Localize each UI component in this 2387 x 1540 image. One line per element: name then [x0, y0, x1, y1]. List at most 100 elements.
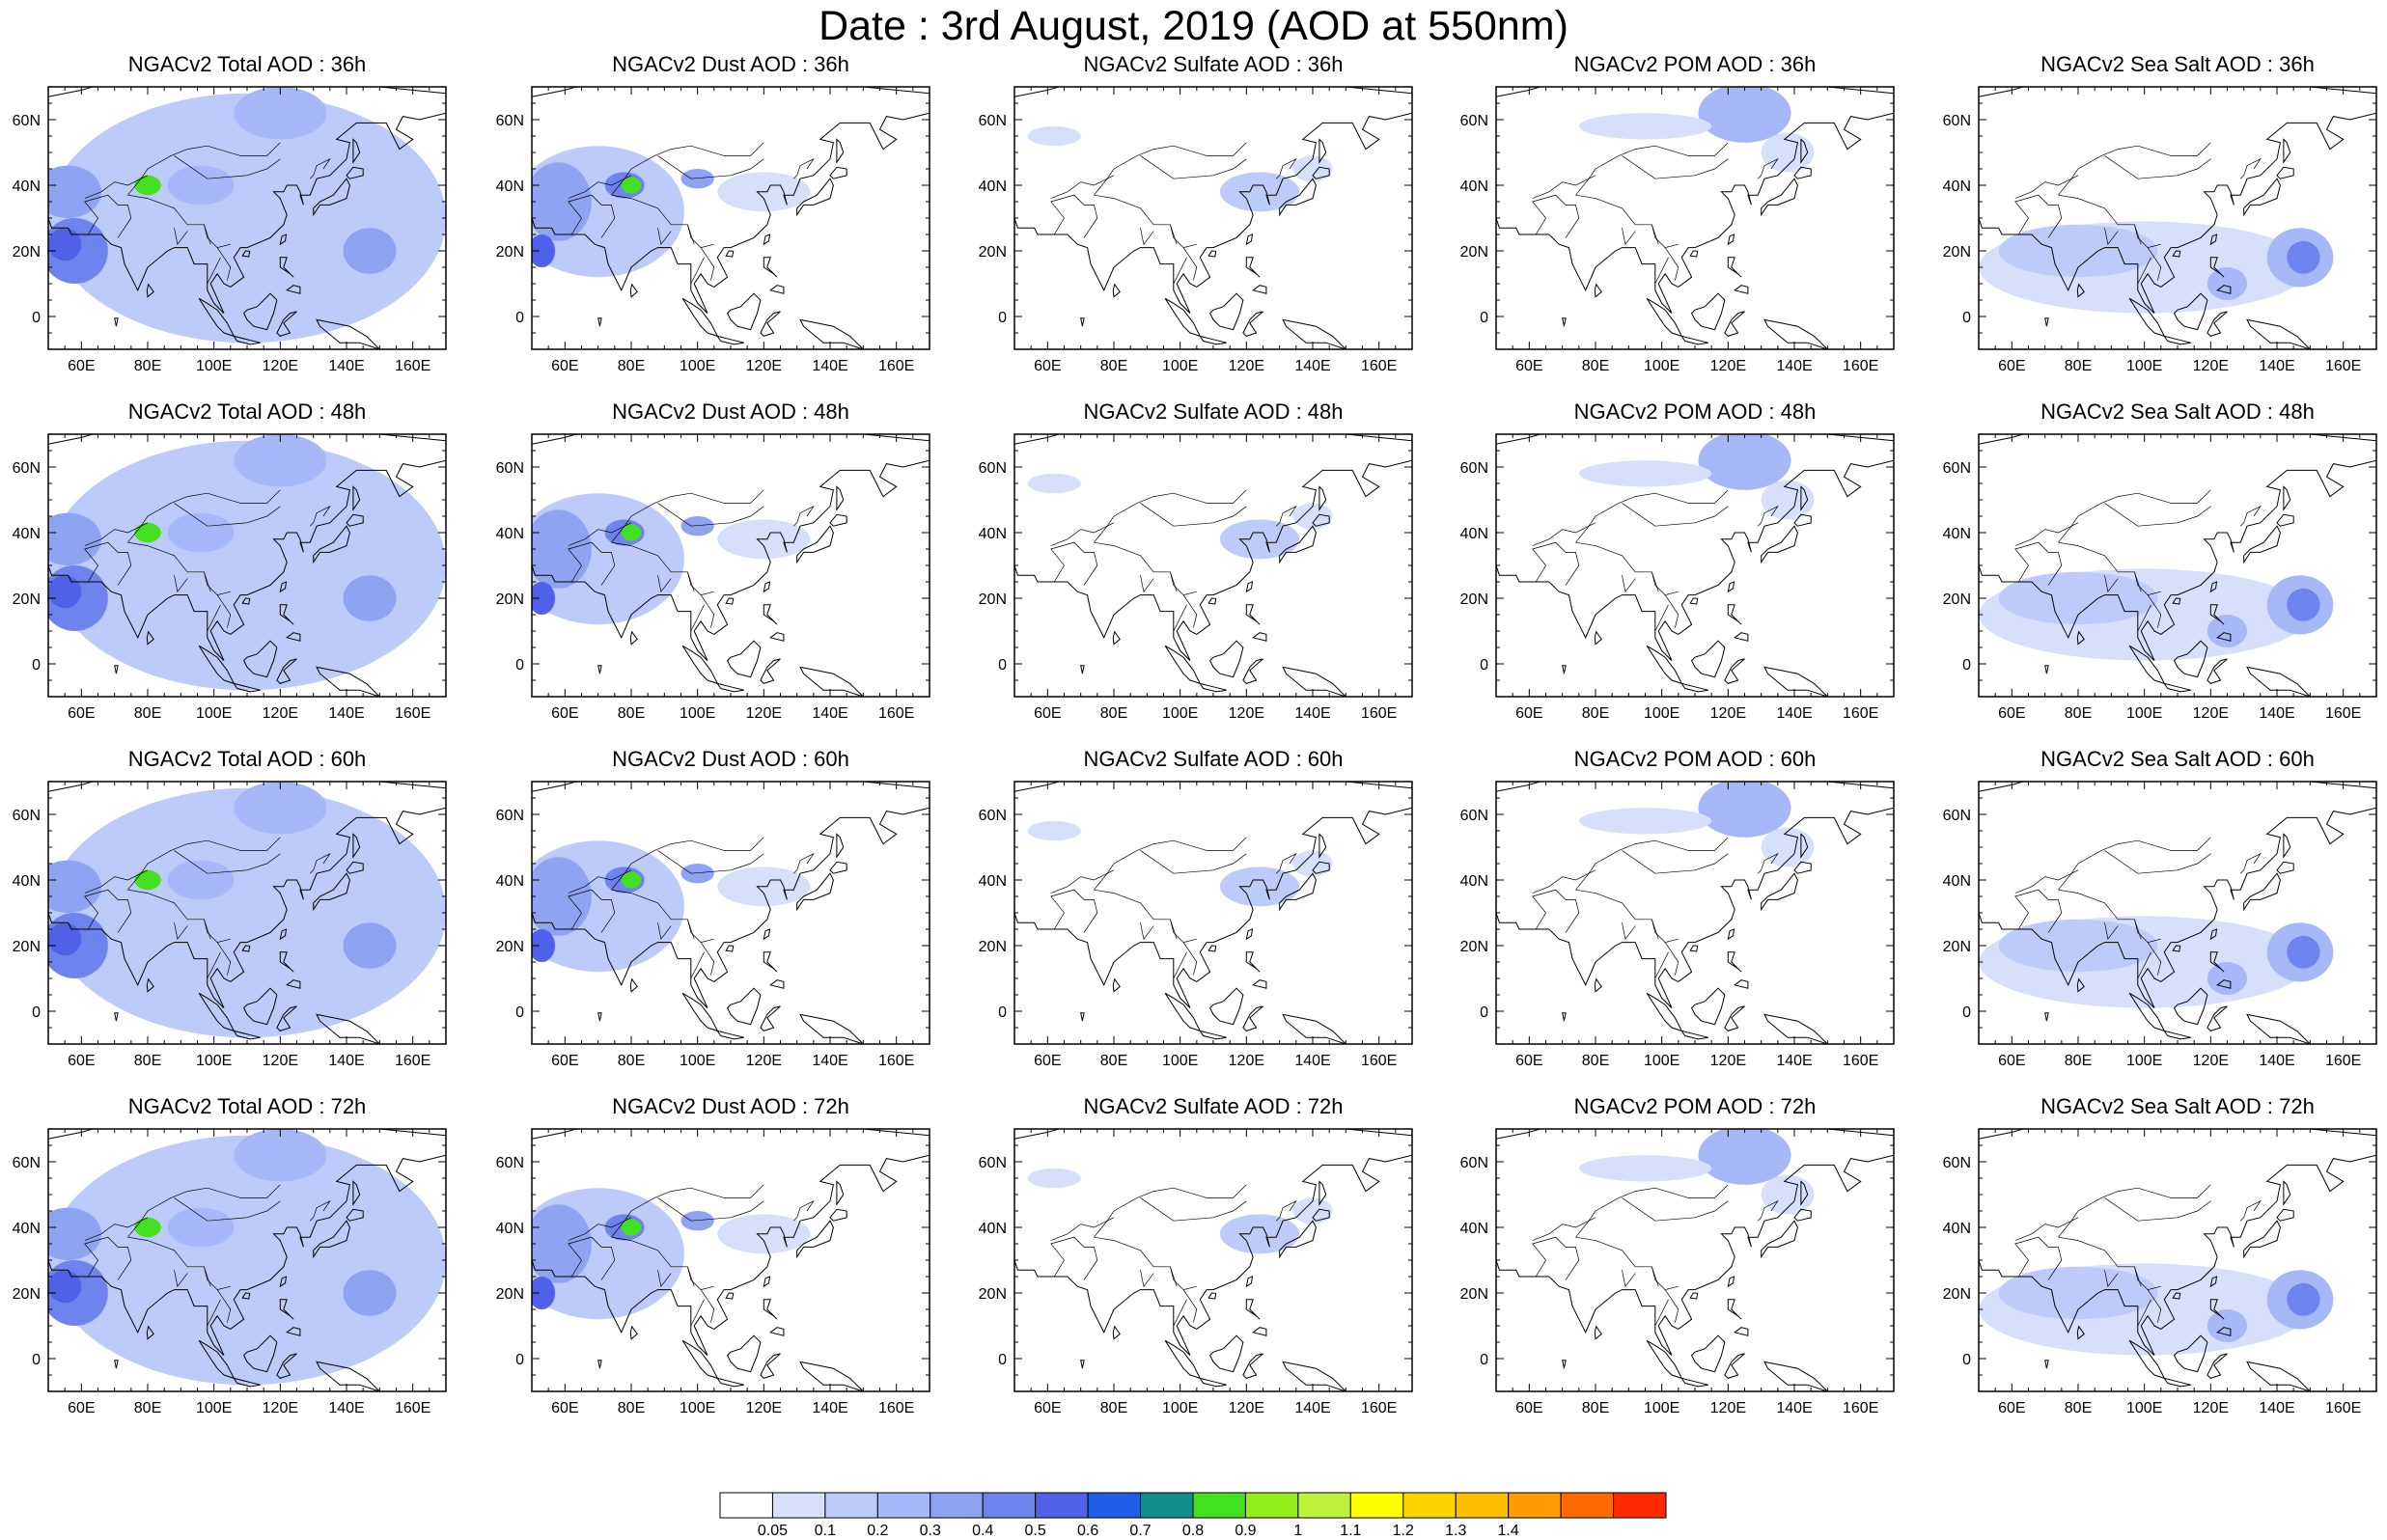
lon-tick-label: 100E — [1644, 1053, 1679, 1069]
colorbar-label: 0.7 — [1129, 1523, 1151, 1537]
lat-tick-label: 40N — [1943, 179, 1971, 195]
lon-tick-label: 60E — [68, 1400, 95, 1416]
panel-title: NGACv2 Sea Salt AOD : 36h — [2040, 52, 2315, 76]
aod-field — [1027, 125, 1333, 212]
lon-tick-label: 100E — [1162, 358, 1198, 374]
aod-field — [1979, 916, 2334, 1008]
coastlines — [1496, 434, 1894, 697]
lon-tick-label: 120E — [2193, 1053, 2229, 1069]
colorbar-label: 0.6 — [1077, 1523, 1098, 1537]
lon-tick-label: 100E — [2126, 705, 2162, 722]
coastlines — [1979, 782, 2376, 1044]
lat-tick-label: 40N — [979, 1221, 1007, 1237]
colorbar-swatch — [1613, 1492, 1667, 1519]
coastlines — [1014, 1129, 1412, 1391]
lat-tick-label: 40N — [1460, 179, 1488, 195]
lon-tick-label: 140E — [1776, 705, 1812, 722]
lon-tick-label: 140E — [328, 1400, 364, 1416]
lon-tick-label: 60E — [68, 1053, 95, 1069]
figure-title: Date : 3rd August, 2019 (AOD at 550nm) — [819, 3, 1568, 49]
map-panel: NGACv2 Sea Salt AOD : 48h 60E 80E 100E 120E 1… — [1930, 399, 2384, 722]
panel-title: NGACv2 Sulfate AOD : 48h — [1083, 399, 1344, 424]
lat-tick-label: 0 — [32, 1004, 41, 1021]
lat-tick-label: 60N — [1460, 1155, 1488, 1171]
lon-tick-label: 140E — [812, 705, 847, 722]
lon-tick-label: 120E — [2193, 1400, 2229, 1416]
aod-field — [532, 146, 811, 278]
lat-tick-label: 60N — [13, 1155, 41, 1171]
map-panel: NGACv2 POM AOD : 48h 60E 80E 100E 120E 140E 16… — [1448, 399, 1901, 722]
lat-tick-label: 60N — [1943, 113, 1971, 129]
aod-map: 60E 80E 100E 120E 140E 160E 60N 40N 20N 0 — [1460, 1128, 1895, 1416]
colorbar-label: 0.3 — [920, 1523, 941, 1537]
coastlines — [1014, 782, 1412, 1044]
map-panel: NGACv2 Total AOD : 36h 60E 80E 100E 120E 140E… — [0, 52, 454, 374]
lon-tick-label: 160E — [1843, 358, 1878, 374]
lon-tick-label: 80E — [1582, 1053, 1609, 1069]
colorbar-swatch — [982, 1492, 1037, 1519]
lon-tick-label: 120E — [1710, 358, 1746, 374]
lon-tick-label: 100E — [196, 358, 232, 374]
lat-tick-label: 0 — [1962, 657, 1971, 674]
map-panel: NGACv2 Dust AOD : 72h 60E 80E 100E 120E 140E 1… — [484, 1094, 937, 1416]
lon-tick-label: 160E — [878, 705, 914, 722]
lon-tick-label: 60E — [1034, 1053, 1061, 1069]
lon-tick-label: 120E — [1710, 1053, 1746, 1069]
lon-tick-label: 100E — [196, 1400, 232, 1416]
lon-tick-label: 100E — [1162, 1053, 1198, 1069]
lon-tick-label: 80E — [2065, 1053, 2092, 1069]
lat-tick-label: 0 — [32, 1352, 41, 1368]
lon-tick-label: 140E — [2259, 1400, 2294, 1416]
lon-tick-label: 160E — [1843, 1400, 1878, 1416]
lon-tick-label: 100E — [2126, 1053, 2162, 1069]
lat-tick-label: 60N — [979, 1155, 1007, 1171]
aod-field — [1027, 1168, 1333, 1254]
lon-tick-label: 100E — [680, 705, 715, 722]
lon-tick-label: 80E — [1100, 1053, 1127, 1069]
lat-tick-label: 40N — [496, 179, 524, 195]
lat-tick-label: 20N — [979, 939, 1007, 955]
lon-tick-label: 100E — [1162, 705, 1198, 722]
colorbar-label: 1.3 — [1445, 1523, 1466, 1537]
colorbar-swatch — [1140, 1492, 1194, 1519]
lat-tick-label: 40N — [496, 873, 524, 890]
lon-tick-label: 160E — [1361, 705, 1397, 722]
map-panel: NGACv2 Sulfate AOD : 60h 60E 80E 100E 120E 14… — [966, 747, 1420, 1069]
lon-tick-label: 80E — [134, 358, 161, 374]
lat-tick-label: 20N — [979, 244, 1007, 261]
colorbar-label: 1.2 — [1393, 1523, 1414, 1537]
lon-tick-label: 80E — [618, 705, 645, 722]
coastlines — [1496, 1129, 1894, 1391]
lat-tick-label: 60N — [979, 808, 1007, 824]
map-panel: NGACv2 Sea Salt AOD : 72h 60E 80E 100E 120E 1… — [1930, 1094, 2384, 1416]
panel-title: NGACv2 Total AOD : 72h — [127, 1094, 367, 1118]
lon-tick-label: 160E — [2325, 1400, 2361, 1416]
lat-tick-label: 40N — [1460, 873, 1488, 890]
lon-tick-label: 120E — [263, 1053, 298, 1069]
aod-field — [48, 434, 446, 691]
lon-tick-label: 140E — [328, 358, 364, 374]
lon-tick-label: 160E — [2325, 705, 2361, 722]
lon-tick-label: 60E — [68, 705, 95, 722]
lon-tick-label: 120E — [1229, 705, 1264, 722]
lat-tick-label: 60N — [1460, 113, 1488, 129]
lat-tick-label: 60N — [496, 460, 524, 477]
lon-tick-label: 140E — [1294, 1053, 1330, 1069]
lat-tick-label: 40N — [979, 526, 1007, 542]
lat-tick-label: 20N — [1460, 1286, 1488, 1303]
lon-tick-label: 60E — [551, 358, 578, 374]
lon-tick-label: 120E — [1229, 1400, 1264, 1416]
aod-map: 60E 80E 100E 120E 140E 160E 60N 40N 20N 0 — [979, 781, 1413, 1069]
lon-tick-label: 160E — [395, 358, 430, 374]
panel-title: NGACv2 Total AOD : 36h — [127, 52, 367, 76]
aod-field — [48, 1129, 446, 1386]
aod-map: 60E 80E 100E 120E 140E 160E 60N 40N 20N 0 — [496, 781, 930, 1069]
panel-title: NGACv2 Sulfate AOD : 60h — [1083, 747, 1344, 771]
lon-tick-label: 80E — [2065, 705, 2092, 722]
aod-field — [1027, 820, 1333, 907]
lon-tick-label: 140E — [1776, 358, 1812, 374]
colorbar-swatch — [1244, 1492, 1299, 1519]
colorbar-swatch — [1192, 1492, 1246, 1519]
lon-tick-label: 140E — [1294, 1400, 1330, 1416]
lon-tick-label: 60E — [551, 1400, 578, 1416]
